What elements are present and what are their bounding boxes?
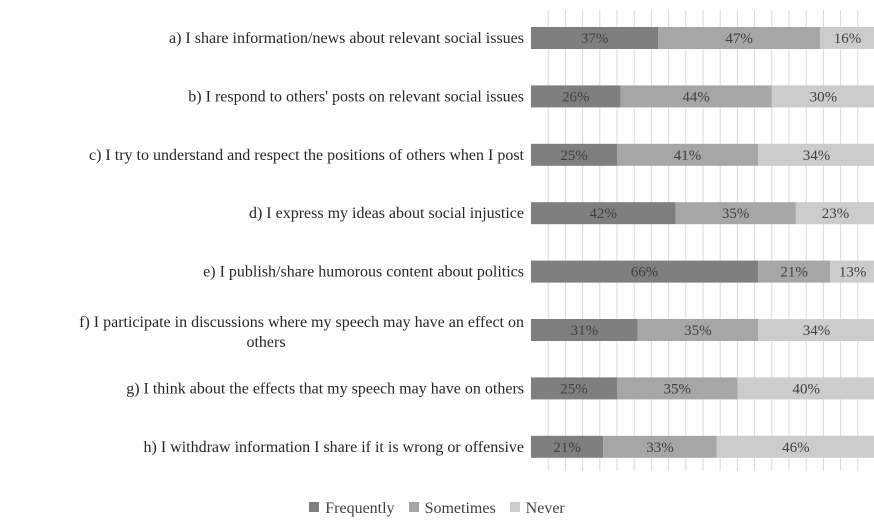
bar-frequently (531, 260, 759, 283)
legend: Frequently Sometimes Never (0, 500, 874, 518)
data-label-frequently: 25% (560, 148, 588, 164)
category-label: f) I participate in discussions where my… (79, 314, 524, 331)
data-label-sometimes: 35% (663, 381, 691, 397)
data-label-sometimes: 35% (684, 323, 712, 339)
data-label-frequently: 31% (571, 323, 599, 339)
data-label-never: 23% (822, 206, 850, 222)
bar-never (795, 202, 874, 225)
bar-frequently (531, 27, 659, 49)
bar-sometimes (620, 85, 772, 108)
category-label: g) I think about the effects that my spe… (126, 380, 524, 397)
bar-never (737, 377, 874, 400)
bar-never (758, 319, 874, 341)
category-labels: a) I share information/news about releva… (79, 30, 524, 456)
bar-never (771, 85, 874, 108)
bar-never (830, 260, 874, 283)
legend-label-never: Never (525, 500, 565, 517)
legend-item-never: Never (509, 500, 565, 518)
data-label-sometimes: 21% (780, 265, 808, 281)
data-labels: 37% 47% 16% 26% 44% 30% 25% 41% 34% 42% 35% 23% 66% 2… (553, 31, 866, 456)
bar-sometimes (658, 27, 820, 49)
bar-never (819, 27, 874, 49)
category-label: c) I try to understand and respect the p… (89, 147, 525, 164)
data-label-frequently: 21% (553, 440, 581, 456)
data-label-never: 13% (839, 265, 867, 281)
data-label-frequently: 25% (560, 381, 588, 397)
data-label-never: 34% (803, 323, 831, 339)
legend-label-frequently: Frequently (325, 500, 395, 517)
bar-frequently (531, 319, 638, 341)
bar-sometimes (617, 377, 738, 400)
data-label-frequently: 42% (589, 206, 617, 222)
bars (531, 27, 874, 458)
bar-never (716, 435, 874, 458)
category-label: h) I withdraw information I share if it … (144, 439, 525, 456)
category-label: d) I express my ideas about social injus… (249, 205, 524, 222)
bar-sometimes (617, 143, 759, 166)
bar-frequently (531, 435, 604, 458)
data-label-sometimes: 41% (674, 148, 702, 164)
data-label-never: 34% (803, 148, 831, 164)
data-label-never: 16% (834, 31, 862, 47)
data-label-never: 30% (810, 89, 838, 105)
data-label-frequently: 37% (581, 31, 609, 47)
data-label-sometimes: 44% (682, 89, 710, 105)
legend-swatch-frequently (309, 502, 320, 512)
bar-frequently (531, 377, 617, 400)
data-label-sometimes: 35% (722, 206, 750, 222)
category-label-continued: others (246, 334, 285, 351)
legend-label-sometimes: Sometimes (424, 500, 496, 517)
data-label-frequently: 66% (631, 265, 659, 281)
bar-sometimes (603, 435, 717, 458)
bar-frequently (531, 202, 676, 225)
data-label-sometimes: 47% (725, 31, 753, 47)
legend-swatch-never (509, 502, 520, 512)
legend-item-frequently: Frequently (309, 500, 395, 518)
bar-sometimes (637, 319, 759, 341)
legend-item-sometimes: Sometimes (408, 500, 496, 518)
data-label-sometimes: 33% (646, 440, 674, 456)
bar-sometimes (675, 202, 796, 225)
gridlines (547, 10, 859, 471)
data-label-never: 46% (782, 440, 810, 456)
legend-swatch-sometimes (408, 502, 419, 512)
bar-frequently (531, 85, 621, 108)
bar-frequently (531, 143, 617, 166)
category-label: a) I share information/news about releva… (169, 30, 524, 47)
data-label-never: 40% (792, 381, 820, 397)
bar-sometimes (758, 260, 831, 283)
category-label: b) I respond to others' posts on relevan… (188, 88, 524, 105)
bar-never (758, 143, 874, 166)
data-label-frequently: 26% (562, 89, 590, 105)
category-label: e) I publish/share humorous content abou… (203, 264, 524, 281)
